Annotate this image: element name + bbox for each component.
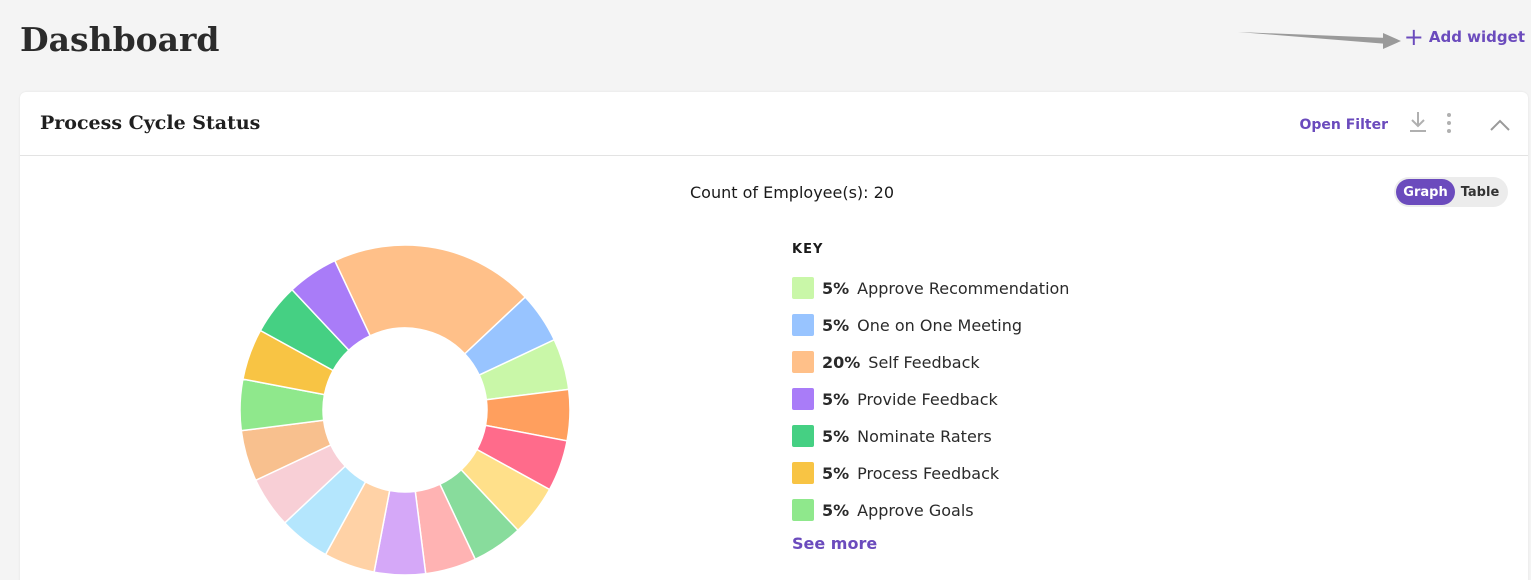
page-title: Dashboard bbox=[20, 20, 220, 59]
legend-swatch bbox=[792, 277, 814, 299]
legend-item: 5% Approve Goals bbox=[792, 499, 1069, 521]
view-toggle: Graph Table bbox=[1394, 177, 1508, 207]
legend-label: Approve Recommendation bbox=[857, 278, 1070, 298]
graph-toggle-button[interactable]: Graph bbox=[1396, 179, 1455, 205]
add-widget-label: Add widget bbox=[1428, 28, 1525, 46]
table-toggle-button[interactable]: Table bbox=[1460, 184, 1500, 200]
legend-swatch bbox=[792, 425, 814, 447]
donut-chart bbox=[240, 245, 570, 575]
legend-item: 5% Approve Recommendation bbox=[792, 277, 1069, 299]
download-icon[interactable] bbox=[1408, 111, 1428, 133]
legend-label: Process Feedback bbox=[857, 463, 1000, 483]
legend-swatch bbox=[792, 462, 814, 484]
legend-percent: 5% bbox=[822, 500, 850, 520]
legend-label: One on One Meeting bbox=[857, 315, 1023, 335]
legend-title: KEY bbox=[792, 242, 824, 257]
legend-label: Approve Goals bbox=[857, 500, 974, 520]
legend-item: 5% Provide Feedback bbox=[792, 388, 1069, 410]
legend-item: 5% One on One Meeting bbox=[792, 314, 1069, 336]
legend-item: 5% Process Feedback bbox=[792, 462, 1069, 484]
chart-legend: KEY 5% Approve Recommendation 5% One on … bbox=[792, 242, 1069, 553]
legend-swatch bbox=[792, 351, 814, 373]
legend-percent: 5% bbox=[822, 278, 850, 298]
more-vertical-icon[interactable] bbox=[1444, 112, 1454, 134]
legend-swatch bbox=[792, 499, 814, 521]
employee-count: Count of Employee(s): 20 bbox=[690, 183, 895, 202]
legend-label: Provide Feedback bbox=[857, 389, 998, 409]
add-widget-button[interactable]: + Add widget bbox=[1403, 23, 1525, 51]
legend-item: 5% Nominate Raters bbox=[792, 425, 1069, 447]
see-more-link[interactable]: See more bbox=[792, 534, 878, 553]
legend-percent: 5% bbox=[822, 389, 850, 409]
legend-swatch bbox=[792, 314, 814, 336]
legend-item: 20% Self Feedback bbox=[792, 351, 1069, 373]
plus-icon: + bbox=[1403, 23, 1424, 51]
legend-label: Self Feedback bbox=[868, 352, 980, 372]
chevron-up-icon[interactable] bbox=[1489, 118, 1511, 132]
legend-swatch bbox=[792, 388, 814, 410]
arrow-annotation bbox=[1238, 32, 1401, 49]
legend-percent: 20% bbox=[822, 352, 861, 372]
legend-percent: 5% bbox=[822, 426, 850, 446]
open-filter-button[interactable]: Open Filter bbox=[1299, 117, 1388, 133]
legend-label: Nominate Raters bbox=[857, 426, 992, 446]
card-header: Process Cycle Status Open Filter bbox=[20, 92, 1528, 156]
card-title: Process Cycle Status bbox=[40, 112, 261, 134]
process-cycle-status-card: Process Cycle Status Open Filter Count o… bbox=[20, 92, 1528, 580]
donut-slice[interactable] bbox=[290, 259, 372, 352]
legend-percent: 5% bbox=[822, 315, 850, 335]
donut-slice[interactable] bbox=[333, 245, 527, 355]
legend-percent: 5% bbox=[822, 463, 850, 483]
